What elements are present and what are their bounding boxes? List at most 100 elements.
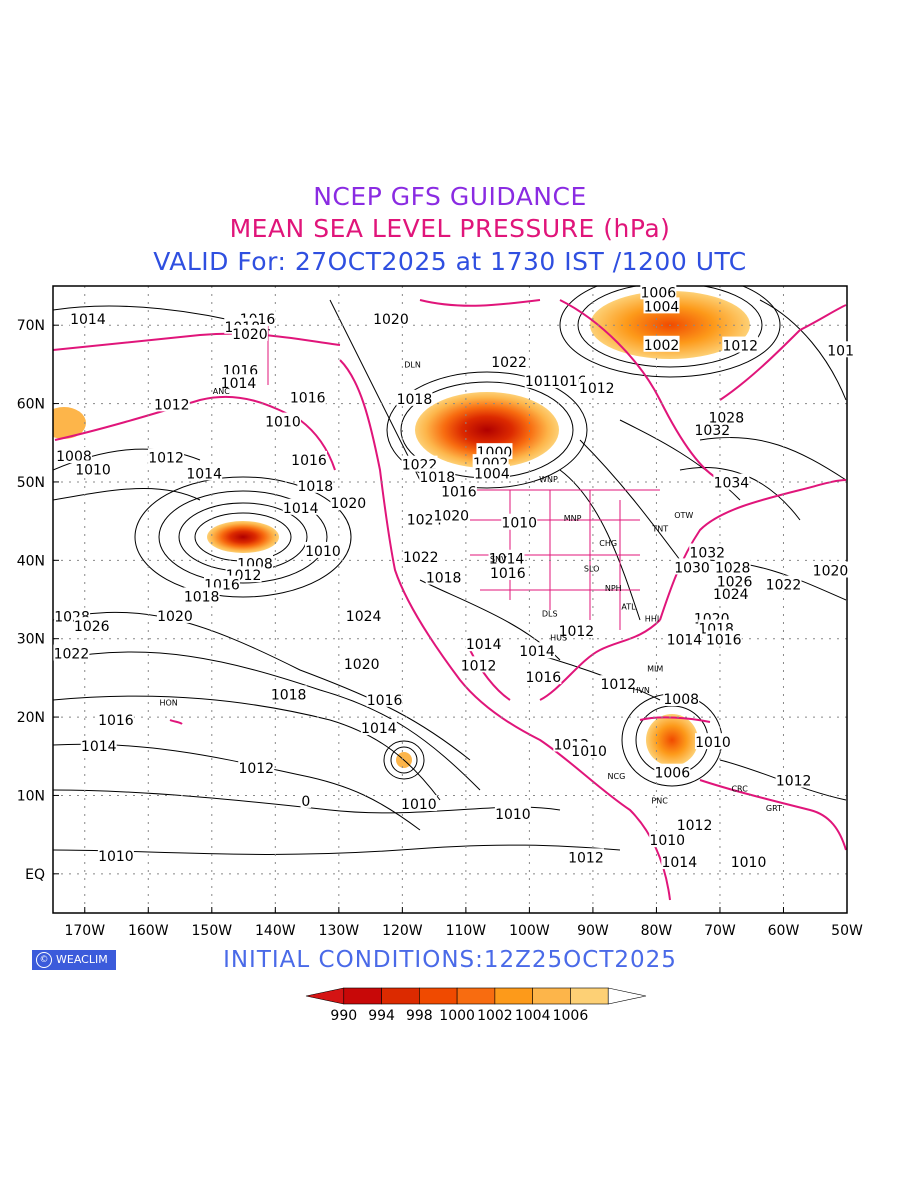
isobar-label-bg xyxy=(97,846,134,863)
isobar-label: 1014 xyxy=(283,501,319,517)
lon-tick-label: 170W xyxy=(64,923,105,939)
isobar-label-bg xyxy=(238,759,275,776)
lon-tick-label: 80W xyxy=(641,923,673,939)
city-label: TNT xyxy=(651,524,668,533)
isobar-label: 1024 xyxy=(346,609,382,625)
isobar-label-bg xyxy=(425,568,462,585)
isobar-label-bg xyxy=(666,630,703,647)
legend-label: 990 xyxy=(330,1008,357,1024)
city-label: HON xyxy=(159,698,177,707)
legend-label: 1004 xyxy=(515,1008,551,1024)
isobar-label-bg xyxy=(578,378,615,395)
isobar-label: 1014 xyxy=(489,552,525,568)
lon-tick-label: 90W xyxy=(577,923,609,939)
isobar-label-bg xyxy=(366,690,403,707)
isobar-label-bg xyxy=(488,549,525,566)
isobar-label: 1020 xyxy=(373,312,409,328)
lat-tick-label: 30N xyxy=(17,632,45,648)
isobar-label-bg xyxy=(372,309,409,326)
isobar-label: 1016 xyxy=(367,693,403,709)
isobar-label: 1020 xyxy=(433,509,469,525)
isobar-label-bg xyxy=(643,297,680,314)
isobar-label: 1020 xyxy=(813,564,849,580)
isobar-label: 1004 xyxy=(474,466,510,482)
logo-text: WEACLIM xyxy=(56,953,108,966)
isobar-label: 101 xyxy=(827,343,854,359)
isobar-label: 0 xyxy=(301,794,310,810)
isobar-label-bg xyxy=(401,455,438,472)
isobar-label-bg xyxy=(297,476,334,493)
isobar-label: 1010 xyxy=(401,797,437,813)
isobar-label-bg xyxy=(550,371,587,388)
isobar-label-bg xyxy=(289,388,326,405)
isobar-label-bg xyxy=(643,335,680,352)
copyright-icon: © xyxy=(36,952,52,968)
isobar-label: 1012 xyxy=(568,850,604,866)
isobar-labels: 1014101610181020102010161014101210161018… xyxy=(53,283,855,871)
isobar-label: 1006 xyxy=(654,766,690,782)
lon-tick-label: 100W xyxy=(509,923,550,939)
latitude-axis: 70N 60N 50N 40N 30N 20N 10N EQ xyxy=(17,318,59,883)
isobar-label-bg xyxy=(489,563,526,580)
city-label: MNP xyxy=(564,514,582,523)
isobar-label-bg xyxy=(676,816,713,833)
isobar-label-bg xyxy=(75,460,112,477)
isobar-label: 1012 xyxy=(776,774,812,790)
isobar-label-bg xyxy=(419,468,456,485)
isobar-label-bg xyxy=(765,575,802,592)
isobar-label: 1012 xyxy=(154,397,190,413)
legend-label: 1000 xyxy=(439,1008,475,1024)
isobar-label-bg xyxy=(153,395,190,412)
legend-swatch xyxy=(419,987,458,1005)
isobar-label-bg xyxy=(661,853,698,870)
isobar-label: 1012 xyxy=(601,677,637,693)
isobar-label: 1016 xyxy=(490,566,526,582)
city-label: WNP xyxy=(539,475,558,484)
isobar-label-bg xyxy=(222,361,259,378)
city-label: GRT xyxy=(766,804,782,813)
isobar-label: 1018 xyxy=(419,470,455,486)
isobar-label-bg xyxy=(713,473,750,490)
legend-label: 1002 xyxy=(477,1008,513,1024)
isobar-label: 1010 xyxy=(695,735,731,751)
isobar-label-bg xyxy=(183,587,220,604)
isobar-label: 1014 xyxy=(466,637,502,653)
lat-tick-label: 20N xyxy=(17,710,45,726)
lon-tick-label: 130W xyxy=(319,923,360,939)
isobar-label-bg xyxy=(501,513,538,530)
lon-tick-label: 60W xyxy=(768,923,800,939)
isobar-label: 1010 xyxy=(75,462,111,478)
isobar-label: 1018 xyxy=(298,479,334,495)
isobar-label: 1018 xyxy=(184,589,220,605)
isobar-label-bg xyxy=(525,668,562,685)
isobar-label: 1010 xyxy=(649,833,685,849)
isobar-label-bg xyxy=(600,675,637,692)
isobar-label-bg xyxy=(97,711,134,728)
isobar-label-bg xyxy=(440,482,477,499)
city-label: ANC xyxy=(213,387,230,396)
isobar-label: 1010 xyxy=(265,415,301,431)
isobar-label: 1014 xyxy=(361,721,397,737)
legend-label: 1006 xyxy=(553,1008,589,1024)
lon-tick-label: 110W xyxy=(446,923,487,939)
isobar-label: 1012 xyxy=(579,381,615,397)
isobar-label-bg xyxy=(264,412,301,429)
city-label: CHG xyxy=(599,539,617,548)
isobar-label-bg xyxy=(53,644,90,661)
isobar-label-bg xyxy=(148,448,185,465)
lat-tick-label: 40N xyxy=(17,553,45,569)
isobar-label: 1016 xyxy=(441,484,477,500)
isobar-label-bg xyxy=(674,558,711,575)
isobar-label-bg xyxy=(826,341,855,358)
isobar-label-bg xyxy=(231,324,268,341)
legend-arrow-low xyxy=(305,987,345,1005)
lat-tick-label: 50N xyxy=(17,475,45,491)
isobar-label-bg xyxy=(433,506,470,523)
isobar-label-bg xyxy=(460,656,497,673)
legend-label: 994 xyxy=(368,1008,395,1024)
lon-tick-label: 140W xyxy=(255,923,296,939)
city-label: HHI xyxy=(645,614,659,623)
city-label: DLN xyxy=(404,361,421,370)
isobar-label: 1018 xyxy=(397,392,433,408)
map-title: NCEP GFS GUIDANCE xyxy=(313,182,587,211)
